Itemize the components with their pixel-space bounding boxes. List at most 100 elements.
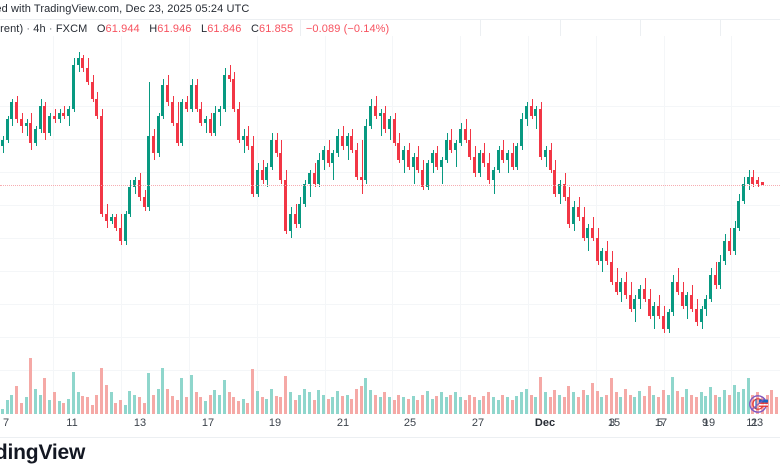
candle-body xyxy=(95,98,98,116)
candle-body xyxy=(718,261,721,286)
volume-bar xyxy=(374,395,377,414)
volume-bar xyxy=(190,375,193,414)
gridline-horizontal xyxy=(0,337,780,338)
candle-body xyxy=(114,217,117,228)
candle-body xyxy=(582,217,585,238)
volume-bar xyxy=(303,389,306,414)
gridline-horizontal xyxy=(0,271,780,272)
volume-bar xyxy=(6,400,9,414)
candle-body xyxy=(209,119,212,133)
chart-plot-area[interactable] xyxy=(0,36,780,414)
gridline-vertical xyxy=(257,36,258,414)
candle-body xyxy=(487,163,490,181)
volume-bar xyxy=(213,390,216,414)
time-axis-label: 23 xyxy=(750,417,764,429)
candle-wick xyxy=(617,268,618,296)
time-axis-label: 5 xyxy=(656,417,664,429)
candle-body xyxy=(742,183,745,201)
candle-body xyxy=(553,170,556,194)
candle-body xyxy=(497,149,500,171)
volume-bar xyxy=(610,378,613,414)
candle-body xyxy=(67,109,70,116)
candle-body xyxy=(464,129,467,140)
volume-bar xyxy=(86,397,89,414)
candle-body xyxy=(714,275,717,286)
candle-body xyxy=(416,156,419,171)
candle-body xyxy=(25,122,28,127)
timeframe-label[interactable]: 4h xyxy=(33,23,46,35)
candle-wick xyxy=(27,119,28,137)
candle-body xyxy=(261,170,264,181)
candle-body xyxy=(572,207,575,225)
candle-wick xyxy=(678,268,679,296)
candle-body xyxy=(190,85,193,110)
candle-body xyxy=(336,136,339,154)
candle-body xyxy=(397,142,400,160)
volume-bar xyxy=(95,395,98,414)
volume-bar xyxy=(265,399,268,414)
low-label: L xyxy=(201,23,208,35)
gridline-horizontal xyxy=(0,370,780,371)
volume-bar xyxy=(298,395,301,414)
candle-body xyxy=(1,139,4,147)
volume-bar xyxy=(440,392,443,414)
candle-body xyxy=(671,281,674,313)
time-axis-label: 15 xyxy=(607,417,621,429)
candle-body xyxy=(143,197,146,208)
volume-bar xyxy=(567,386,570,414)
volume-bar xyxy=(615,392,618,414)
time-axis[interactable]: 7 11 13 17 19 21 25 27 Dec 3 5 9 11 15 17 19 23 xyxy=(0,414,780,436)
volume-bar xyxy=(341,396,344,414)
candle-body xyxy=(53,115,56,120)
candle-body xyxy=(176,122,179,143)
volume-bar xyxy=(549,397,552,414)
candle-body xyxy=(624,281,627,296)
volume-bar xyxy=(402,397,405,414)
candle-body xyxy=(374,105,377,116)
volume-bar xyxy=(289,392,292,414)
time-axis-label: 17 xyxy=(201,417,215,429)
candle-body xyxy=(393,119,396,143)
candle-body xyxy=(492,170,495,181)
candle-body xyxy=(128,187,131,215)
time-axis-label: 7 xyxy=(2,417,10,429)
candle-body xyxy=(506,153,509,160)
candle-body xyxy=(43,105,46,133)
candle-wick xyxy=(64,105,65,120)
candle-body xyxy=(133,180,136,187)
volume-bar xyxy=(261,397,264,414)
candle-body xyxy=(346,136,349,147)
volume-bar xyxy=(114,403,117,414)
volume-bar xyxy=(39,395,42,414)
candle-body xyxy=(364,126,367,181)
volume-bar xyxy=(72,372,75,414)
volume-bar xyxy=(756,392,759,414)
volume-bar xyxy=(34,389,37,414)
volume-bar xyxy=(770,390,773,414)
candle-body xyxy=(152,136,155,154)
volume-bar xyxy=(119,400,122,414)
candle-body xyxy=(515,146,518,167)
volume-bar xyxy=(1,409,4,414)
candle-body xyxy=(171,102,174,123)
low-value: 61.846 xyxy=(207,23,242,35)
volume-bar xyxy=(690,395,693,414)
candle-wick xyxy=(546,146,547,167)
gridline-horizontal xyxy=(0,106,780,107)
candle-body xyxy=(525,105,528,120)
volume-bar xyxy=(539,377,542,414)
candle-body xyxy=(265,166,268,181)
candle-body xyxy=(402,149,405,160)
symbol-name[interactable]: Oil (Brent) xyxy=(0,23,24,35)
candle-body xyxy=(657,305,660,316)
candle-body xyxy=(58,112,61,120)
candle-body xyxy=(72,65,75,110)
volume-bar xyxy=(563,397,566,414)
open-value: 61.944 xyxy=(105,23,140,35)
candle-body xyxy=(350,136,353,150)
price-change: −0.089 (−0.14%) xyxy=(305,23,390,35)
volume-bar xyxy=(138,397,141,414)
exchange-label[interactable]: FXCM xyxy=(55,23,88,35)
candle-body xyxy=(511,153,514,167)
candle-body xyxy=(615,281,618,292)
